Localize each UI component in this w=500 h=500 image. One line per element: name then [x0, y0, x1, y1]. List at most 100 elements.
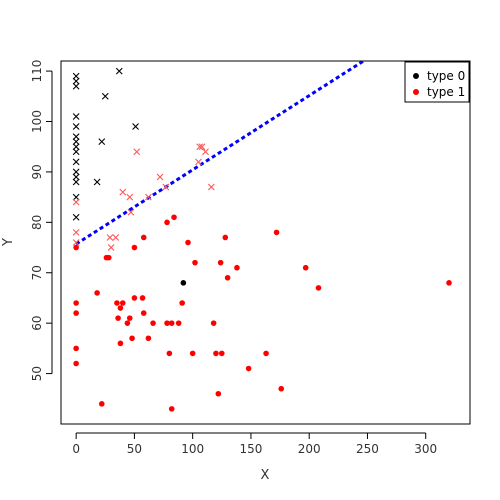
- cross-stroke: [72, 193, 80, 201]
- x-axis: 0 50 100 150 200 250 300: [72, 432, 437, 456]
- data-point-cross: [127, 208, 135, 216]
- data-point-cross: [72, 229, 80, 236]
- data-point-series-1: [234, 264, 240, 271]
- x-axis-title: X: [261, 468, 270, 483]
- data-point-cross: [101, 92, 109, 100]
- data-point-series-1: [210, 320, 217, 326]
- data-point-cross: [119, 188, 127, 196]
- data-point-series-1: [98, 401, 105, 407]
- cross-stroke: [72, 123, 80, 130]
- cross-stroke: [72, 133, 80, 141]
- cross-stroke: [72, 82, 80, 90]
- data-point-series-1: [73, 345, 79, 352]
- data-point-cross: [202, 148, 209, 156]
- legend-marker-type-1: [413, 89, 419, 95]
- cross-stroke: [133, 148, 141, 156]
- data-point-series-1: [124, 320, 131, 326]
- y-tick-label: 90: [30, 164, 44, 179]
- data-point-series-1: [117, 340, 124, 347]
- y-tick-label: 60: [30, 316, 44, 331]
- data-point-series-1: [140, 234, 147, 241]
- data-point-series-1: [140, 310, 147, 316]
- data-point-series-1: [273, 229, 280, 236]
- cross-stroke: [126, 193, 134, 201]
- data-point-series-1: [73, 310, 79, 316]
- data-point-cross: [72, 168, 80, 176]
- dashed-trend-line: [75, 61, 367, 246]
- cross-stroke: [207, 183, 215, 191]
- data-point-series-1: [73, 244, 79, 251]
- data-point-series-1: [217, 259, 224, 266]
- data-point-series-1: [73, 360, 79, 367]
- cross-stroke: [72, 77, 80, 85]
- cross-stroke: [119, 188, 127, 196]
- data-point-cross: [72, 193, 80, 201]
- data-point-cross: [133, 148, 141, 156]
- x-tick-label: 250: [356, 442, 379, 456]
- data-point-series-1: [150, 320, 156, 326]
- cross-stroke: [127, 208, 135, 216]
- data-point-series-1: [115, 315, 121, 321]
- data-point-cross: [72, 239, 80, 246]
- cross-stroke: [106, 234, 114, 241]
- data-point-cross: [72, 148, 80, 156]
- data-point-series-1: [245, 365, 252, 372]
- cross-stroke: [202, 148, 209, 156]
- cross-stroke: [72, 229, 80, 236]
- legend-label-type-0: type 0: [427, 69, 465, 83]
- cross-stroke: [72, 168, 80, 176]
- data-point-series-1: [224, 274, 231, 281]
- legend-label-type-1: type 1: [427, 85, 465, 99]
- cross-stroke: [132, 123, 139, 130]
- cross-stroke: [145, 193, 152, 201]
- data-point-cross: [72, 178, 80, 186]
- cross-stroke: [72, 213, 80, 221]
- data-point-series-1: [175, 320, 182, 326]
- y-tick-label: 50: [30, 366, 44, 381]
- data-point-series-1: [213, 350, 219, 357]
- data-point-series-1: [315, 285, 322, 291]
- cross-stroke: [72, 138, 80, 146]
- y-tick-label: 110: [30, 60, 44, 83]
- data-point-series-1: [168, 406, 175, 412]
- data-point-series-1: [119, 300, 126, 306]
- data-point-cross: [126, 193, 134, 201]
- data-point-series-1: [139, 295, 146, 301]
- cross-stroke: [198, 143, 206, 151]
- data-point-series-1: [126, 315, 133, 321]
- data-point-cross: [198, 143, 206, 151]
- cross-stroke: [72, 198, 80, 206]
- data-point-cross: [196, 143, 204, 151]
- cross-stroke: [72, 113, 80, 120]
- data-point-series-1: [222, 234, 229, 241]
- plot-frame: [60, 60, 471, 425]
- cross-stroke: [196, 143, 204, 151]
- cross-stroke: [98, 138, 106, 146]
- data-point-series-1: [278, 385, 285, 392]
- y-tick-label: 70: [30, 265, 44, 280]
- data-point-cross: [162, 183, 170, 191]
- cross-stroke: [112, 234, 120, 241]
- x-tick-label: 300: [414, 442, 437, 456]
- cross-stroke: [72, 178, 80, 186]
- data-point-series-1: [131, 244, 138, 251]
- cross-stroke: [162, 183, 170, 191]
- y-axis-title: Y: [1, 238, 16, 247]
- data-point-cross: [72, 133, 80, 141]
- data-point-cross: [107, 244, 115, 251]
- cross-stroke: [72, 148, 80, 156]
- data-point-series-1: [73, 300, 79, 306]
- x-tick-label: 100: [181, 442, 204, 456]
- cross-stroke: [156, 173, 164, 181]
- y-axis: 50 60 70 80 90 100 110: [30, 60, 53, 381]
- data-point-series-1: [114, 300, 120, 306]
- data-point-cross: [98, 138, 106, 146]
- data-point-series-1: [105, 254, 112, 261]
- data-point-series-1: [263, 350, 269, 357]
- y-tick-label: 100: [30, 110, 44, 133]
- y-tick-label: 80: [30, 215, 44, 230]
- data-point-series-1: [189, 350, 196, 357]
- data-point-cross: [72, 213, 80, 221]
- data-point-series-1: [164, 219, 170, 226]
